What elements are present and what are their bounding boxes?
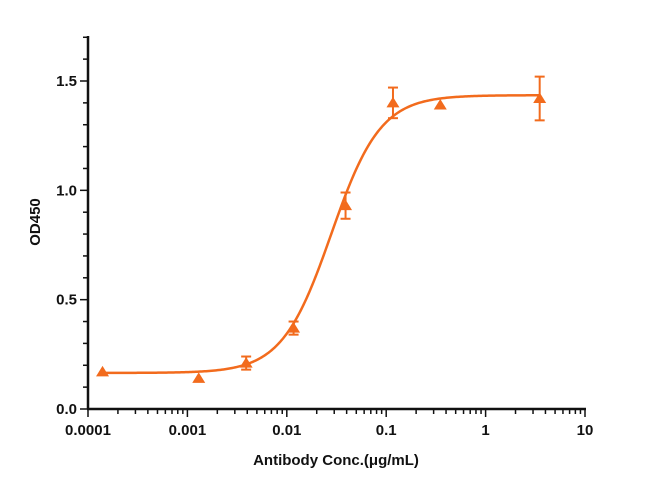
x-tick-label: 0.001	[169, 422, 207, 439]
triangle-marker	[339, 199, 353, 211]
triangle-marker	[287, 322, 301, 333]
x-tick-label: 10	[577, 422, 594, 439]
fit-curve	[102, 94, 540, 375]
y-tick-label: 0.5	[56, 292, 77, 309]
x-tick-label: 0.01	[272, 422, 301, 439]
x-tick-label: 0.1	[376, 422, 397, 439]
y-tick-label: 0.0	[56, 401, 77, 418]
y-tick-label: 1.5	[56, 73, 77, 90]
y-axis-title: OD450	[27, 198, 44, 246]
plot-area	[96, 75, 547, 383]
triangle-marker	[386, 96, 400, 108]
x-tick-label: 0.0001	[65, 422, 111, 439]
triangle-marker	[239, 357, 253, 368]
axes: 0.0 0.5 1.0 1.5 0.0001 0.001 0.01 0.1 1 10	[56, 36, 593, 439]
x-tick-label: 1	[481, 422, 489, 439]
triangle-marker	[433, 99, 447, 110]
y-tick-label: 1.0	[56, 182, 77, 199]
triangle-marker	[533, 92, 547, 103]
triangle-marker	[96, 365, 110, 377]
triangle-marker	[192, 372, 206, 383]
x-axis-title: Antibody Conc.(μg/mL)	[253, 452, 419, 469]
